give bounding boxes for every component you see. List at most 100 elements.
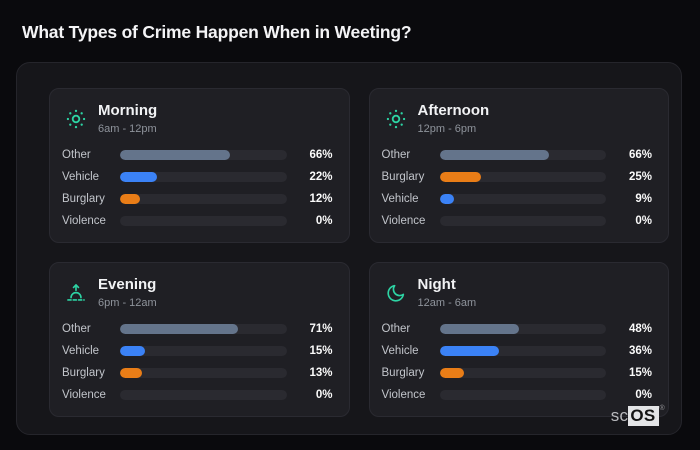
bar-value: 22% xyxy=(309,170,333,183)
bar-value: 15% xyxy=(628,366,652,379)
card-time-range: 6am - 12pm xyxy=(98,122,157,135)
bar-value: 13% xyxy=(309,366,333,379)
bar-track xyxy=(439,367,606,378)
registered-mark: ® xyxy=(659,405,665,412)
bar-track xyxy=(439,389,606,400)
bar-row: Vehicle 15% xyxy=(62,344,333,357)
bar-track xyxy=(439,215,606,226)
bar-fill xyxy=(439,149,550,160)
bar-value: 71% xyxy=(309,322,333,335)
bar-value: 9% xyxy=(635,192,652,205)
bar-row: Other 66% xyxy=(381,148,653,161)
bar-label: Other xyxy=(62,322,91,335)
bar-value: 25% xyxy=(628,170,652,183)
bar-track xyxy=(120,389,287,400)
moon-icon xyxy=(385,282,407,304)
sun-dim-icon xyxy=(385,108,407,130)
bar-row: Other 48% xyxy=(381,322,653,335)
bar-fill xyxy=(120,193,140,204)
bar-track xyxy=(439,323,606,334)
card-time-range: 6pm - 12am xyxy=(98,296,157,309)
card-title: Evening xyxy=(98,276,157,293)
bar-label: Burglary xyxy=(381,366,425,379)
bar-chart: Other 71% Vehicle 15% Burglary xyxy=(62,322,333,401)
bar-track xyxy=(439,171,606,182)
bar-track xyxy=(120,171,287,182)
bar-label: Burglary xyxy=(62,366,105,379)
card-morning: Morning 6am - 12pm Other 66% Vehicle xyxy=(49,88,350,243)
card-header: Afternoon 12pm - 6pm xyxy=(385,102,653,135)
bar-value: 66% xyxy=(309,148,333,161)
bar-track xyxy=(120,367,287,378)
bar-label: Vehicle xyxy=(381,192,419,205)
bar-value: 0% xyxy=(315,388,333,401)
card-header: Night 12am - 6am xyxy=(385,276,653,309)
logo-text-sc: sc xyxy=(610,406,629,425)
bar-label: Vehicle xyxy=(62,344,100,357)
bar-row: Violence 0% xyxy=(381,388,653,401)
card-title: Night xyxy=(417,276,456,293)
bar-row: Violence 0% xyxy=(62,214,333,227)
bar-row: Violence 0% xyxy=(381,214,653,227)
sun-horizon-icon xyxy=(65,282,87,304)
bar-row: Violence 0% xyxy=(62,388,333,401)
bar-row: Vehicle 36% xyxy=(381,344,653,357)
bar-value: 15% xyxy=(309,344,333,357)
bar-label: Other xyxy=(381,322,411,335)
bar-fill xyxy=(439,367,465,378)
bar-track xyxy=(439,345,606,356)
bar-label: Vehicle xyxy=(381,344,419,357)
bar-track xyxy=(439,149,606,160)
bar-label: Violence xyxy=(62,214,106,227)
sun-dim-icon xyxy=(65,108,87,130)
bar-row: Other 71% xyxy=(62,322,333,335)
bar-fill xyxy=(120,345,145,356)
bar-row: Burglary 12% xyxy=(62,192,333,205)
bar-track xyxy=(120,215,287,226)
bar-row: Vehicle 9% xyxy=(381,192,653,205)
bar-track xyxy=(120,193,287,204)
bar-track xyxy=(120,345,287,356)
dashboard-panel: Morning 6am - 12pm Other 66% Vehicle xyxy=(16,62,682,435)
page-title: What Types of Crime Happen When in Weeti… xyxy=(22,22,412,42)
bar-value: 66% xyxy=(628,148,652,161)
bar-fill xyxy=(439,193,455,204)
bar-label: Other xyxy=(381,148,411,161)
bar-chart: Other 48% Vehicle 36% Burglary xyxy=(381,322,653,401)
bar-value: 0% xyxy=(635,388,652,401)
bar-row: Burglary 13% xyxy=(62,366,333,379)
bar-label: Violence xyxy=(381,388,426,401)
bar-fill xyxy=(120,171,157,182)
bar-value: 36% xyxy=(628,344,652,357)
bar-row: Other 66% xyxy=(62,148,333,161)
card-night: Night 12am - 6am Other 48% Vehicle xyxy=(368,262,669,417)
card-header: Morning 6am - 12pm xyxy=(65,102,333,135)
card-title: Morning xyxy=(98,102,158,119)
bar-track xyxy=(120,149,287,160)
bar-row: Burglary 25% xyxy=(382,170,653,183)
bar-label: Other xyxy=(62,148,91,161)
bar-label: Violence xyxy=(381,214,426,227)
logo-text-os: OS xyxy=(628,406,659,426)
bar-chart: Other 66% Vehicle 22% Burglary xyxy=(62,148,333,227)
card-afternoon: Afternoon 12pm - 6pm Other 66% Burglary xyxy=(368,88,669,243)
bar-track xyxy=(120,323,287,334)
bar-fill xyxy=(120,323,239,334)
bar-fill xyxy=(439,345,500,356)
card-header: Evening 6pm - 12am xyxy=(65,276,333,309)
card-evening: Evening 6pm - 12am Other 71% Vehicle xyxy=(49,262,350,417)
cards-grid: Morning 6am - 12pm Other 66% Vehicle xyxy=(49,88,669,417)
bar-value: 12% xyxy=(309,192,333,205)
bar-row: Vehicle 22% xyxy=(62,170,333,183)
bar-value: 0% xyxy=(315,214,333,227)
bar-value: 0% xyxy=(635,214,652,227)
card-time-range: 12am - 6am xyxy=(417,296,477,309)
scos-logo: sc OS ® xyxy=(610,405,665,426)
bar-fill xyxy=(120,149,230,160)
bar-chart: Other 66% Burglary 25% Vehicle xyxy=(381,148,653,227)
bar-label: Violence xyxy=(62,388,106,401)
bar-fill xyxy=(439,323,520,334)
bar-fill xyxy=(120,367,142,378)
bar-label: Vehicle xyxy=(62,170,100,183)
card-title: Afternoon xyxy=(417,102,490,119)
